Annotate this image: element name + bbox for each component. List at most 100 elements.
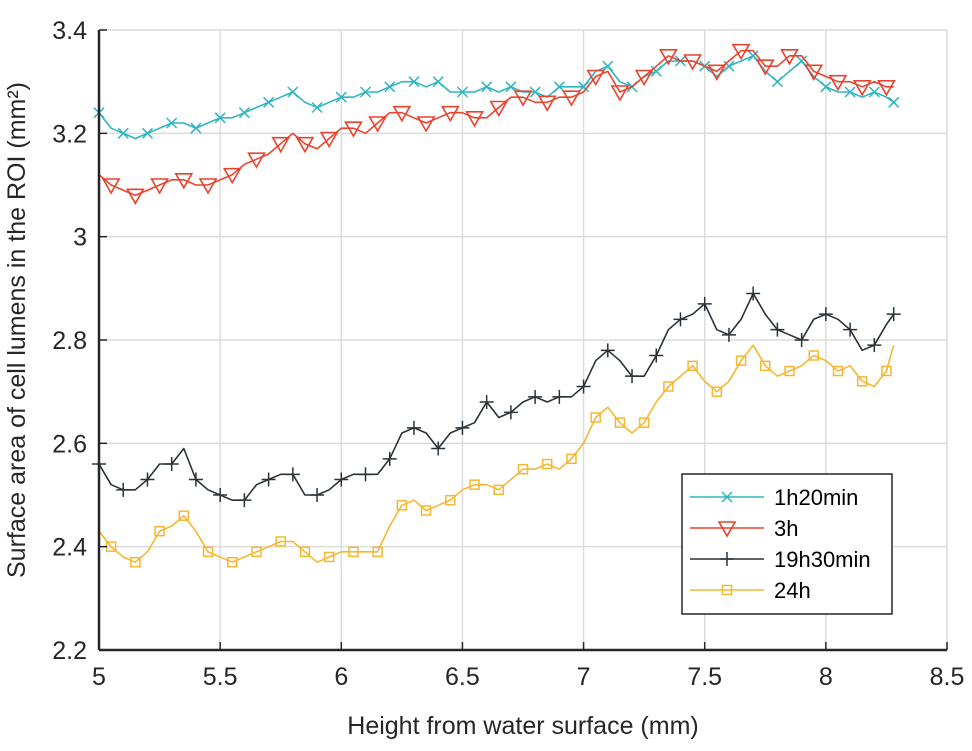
x-tick-label: 8 (819, 663, 833, 691)
data-marker-square (251, 546, 262, 558)
data-marker-triangle-down (416, 116, 436, 133)
y-tick-label: 2.2 (52, 637, 87, 665)
data-marker-plus (431, 441, 446, 456)
data-marker-plus (455, 420, 470, 435)
legend-label: 24h (774, 578, 811, 603)
data-marker-triangle-down (295, 136, 315, 154)
data-marker-square (832, 365, 844, 377)
data-marker-plus (720, 552, 734, 566)
data-marker-x (481, 81, 493, 93)
data-marker-square (638, 417, 650, 428)
data-marker-plus (164, 457, 179, 471)
data-marker-triangle-down (392, 105, 412, 123)
x-tick-label: 6 (334, 663, 348, 691)
series-24h (98, 344, 895, 568)
data-marker-square (202, 546, 214, 558)
data-marker-square (372, 546, 383, 558)
data-marker-plus (770, 322, 785, 337)
data-marker-square (323, 551, 335, 563)
data-marker-plus (310, 488, 325, 502)
data-marker-triangle-down (222, 167, 242, 185)
data-marker-triangle-down (707, 64, 727, 81)
data-marker-triangle-down (513, 90, 533, 107)
data-marker-square (541, 458, 553, 470)
data-marker-triangle-down (344, 121, 363, 138)
y-tick-label: 2.6 (52, 430, 87, 458)
x-tick-label: 8.5 (930, 663, 965, 691)
data-marker-plus (285, 467, 300, 482)
data-marker-triangle-down (247, 152, 266, 169)
data-marker-triangle-down (174, 173, 194, 190)
x-tick-label: 7.5 (687, 663, 722, 691)
series-layer (92, 43, 901, 568)
data-marker-x (335, 91, 347, 103)
data-marker-x (141, 127, 153, 139)
data-marker-triangle-down (683, 54, 702, 71)
data-marker-square (130, 556, 141, 568)
data-marker-x (432, 76, 444, 88)
data-marker-square (808, 350, 819, 361)
data-marker-x (888, 96, 900, 108)
data-marker-triangle-down (319, 131, 339, 149)
series-line (98, 344, 895, 563)
data-marker-x (287, 86, 299, 98)
y-tick-label: 2.4 (52, 534, 87, 562)
data-marker-triangle-down (125, 188, 145, 205)
y-axis-title: Surface area of cell lumens in the ROI (… (3, 82, 31, 578)
data-marker-plus (843, 322, 858, 337)
data-marker-plus (625, 369, 640, 384)
y-tick-label: 3.2 (52, 120, 87, 148)
data-marker-plus (237, 493, 252, 508)
data-marker-x (771, 76, 783, 88)
series-line (98, 292, 895, 501)
data-marker-triangle-down (271, 136, 291, 154)
data-marker-triangle-down (586, 69, 606, 87)
data-marker-x (820, 81, 832, 93)
data-marker-plus (649, 348, 664, 363)
data-marker-square (590, 412, 601, 423)
data-marker-plus (673, 312, 688, 327)
data-marker-square (614, 417, 626, 428)
data-marker-square (445, 494, 456, 506)
data-marker-square (856, 376, 868, 387)
data-marker-plus (213, 488, 228, 502)
tick-labels: 5 5.5 6 6.5 7 7.5 8 8.5 2.2 2.4 2.6 2.8 3 3.2 3.4 (52, 17, 964, 691)
data-marker-square (154, 525, 165, 537)
legend-entry: 19h30min (690, 547, 871, 572)
data-marker-plus (358, 467, 373, 482)
data-marker-triangle-down (658, 49, 678, 66)
data-marker-x (796, 55, 808, 67)
data-marker-plus (334, 472, 349, 487)
data-marker-plus (697, 296, 712, 311)
data-marker-x (384, 81, 396, 93)
series-3h (98, 43, 896, 205)
data-marker-x (505, 81, 517, 93)
data-marker-x (166, 117, 178, 129)
data-marker-triangle-down (717, 521, 737, 538)
data-marker-square (469, 479, 480, 490)
y-tick-label: 2.8 (52, 327, 87, 355)
data-marker-square (517, 463, 529, 475)
x-axis-title: Height from water surface (mm) (347, 712, 698, 740)
data-marker-triangle-down (537, 95, 557, 112)
data-marker-square (227, 556, 238, 568)
data-marker-triangle-down (440, 105, 460, 123)
legend-entry: 24h (690, 578, 811, 603)
data-marker-plus (116, 482, 131, 497)
data-marker-triangle-down (828, 74, 848, 92)
data-marker-x (117, 127, 129, 139)
data-marker-plus (479, 395, 494, 409)
data-marker-plus (552, 389, 567, 404)
data-marker-x (553, 81, 565, 93)
data-marker-square (566, 453, 577, 465)
data-marker-square (687, 360, 698, 372)
data-marker-square (348, 546, 359, 558)
data-marker-plus (188, 472, 203, 487)
data-marker-triangle-down (877, 80, 896, 97)
legend-entry: 3h (690, 516, 798, 541)
x-tick-label: 6.5 (445, 663, 480, 691)
data-marker-x (844, 86, 856, 98)
data-marker-plus (746, 286, 761, 301)
